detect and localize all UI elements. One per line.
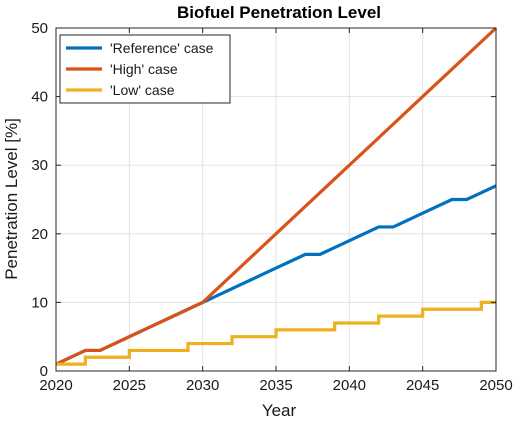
series-line-1 — [55, 26, 498, 366]
chart-title: Biofuel Penetration Level — [177, 3, 381, 22]
legend-label-2: 'Low' case — [110, 82, 175, 98]
x-tick-label: 2030 — [186, 377, 219, 394]
plot-area: 2020 2025 2030 2035 2040 2045 205001020304050'… — [31, 20, 512, 394]
x-tick-label: 2035 — [259, 377, 292, 394]
y-tick-label: 30 — [31, 157, 48, 174]
y-axis-title: Penetration Level [%] — [2, 118, 21, 280]
x-tick-label: 2045 — [406, 377, 439, 394]
x-axis-title: Year — [262, 401, 297, 420]
series-line-2 — [56, 300, 496, 366]
x-tick-label: 2050 — [479, 377, 512, 394]
y-tick-label: 10 — [31, 294, 48, 311]
y-tick-label: 0 — [40, 363, 48, 380]
x-tick-label: 2040 — [333, 377, 366, 394]
legend-label-1: 'High' case — [110, 61, 178, 77]
y-tick-label: 40 — [31, 89, 48, 106]
x-tick-label: 2025 — [113, 377, 146, 394]
x-tick-label: 2020 — [39, 377, 72, 394]
y-tick-label: 50 — [31, 20, 48, 37]
legend: 'Reference' case 'High' case 'Low' case — [59, 34, 231, 104]
y-tick-label: 20 — [31, 226, 48, 243]
legend-label-0: 'Reference' case — [110, 40, 214, 56]
